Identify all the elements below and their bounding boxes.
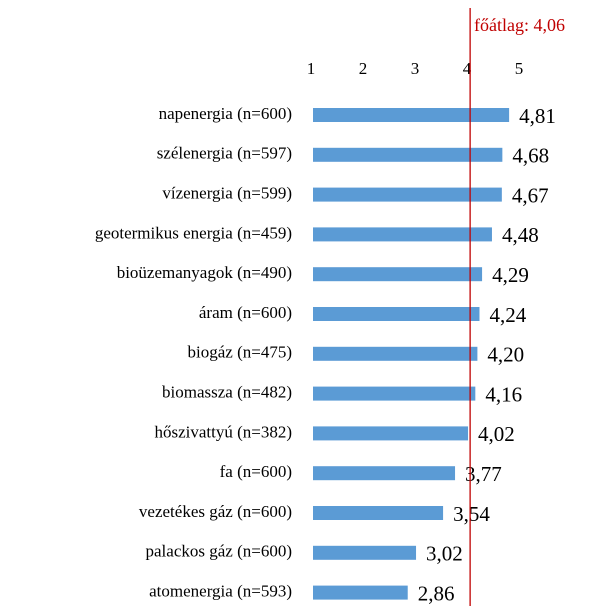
bar: [313, 346, 478, 361]
category-label: vízenergia (n=599): [162, 184, 292, 203]
x-tick-label: 1: [307, 59, 316, 78]
bar: [313, 187, 502, 202]
bar: [313, 147, 503, 162]
bar: [313, 506, 444, 520]
category-label: biomassza (n=482): [162, 383, 292, 402]
x-tick-label: 3: [411, 59, 420, 78]
category-label: fa (n=600): [220, 462, 292, 481]
x-tick-label: 4: [463, 59, 472, 78]
bar: [313, 227, 492, 242]
bar: [313, 585, 408, 600]
value-label: 4,67: [512, 183, 549, 207]
bar: [313, 426, 469, 441]
bar: [313, 545, 417, 560]
category-label: szélenergia (n=597): [157, 144, 292, 163]
x-tick-label: 2: [359, 59, 368, 78]
value-label: 4,48: [502, 223, 539, 247]
category-label: napenergia (n=600): [159, 104, 292, 123]
bar: [313, 466, 456, 481]
value-label: 2,86: [418, 581, 455, 605]
value-label: 4,16: [485, 382, 522, 406]
bar: [313, 307, 480, 321]
value-label: 4,02: [478, 422, 515, 446]
category-label: geotermikus energia (n=459): [95, 223, 292, 242]
value-label: 3,77: [465, 462, 502, 486]
bar: [313, 267, 483, 282]
category-label: atomenergia (n=593): [149, 582, 292, 601]
category-label: áram (n=600): [199, 303, 292, 322]
category-label: biogáz (n=475): [188, 343, 292, 362]
value-label: 4,81: [519, 104, 556, 128]
category-label: bioüzemanyagok (n=490): [117, 263, 292, 282]
x-tick-label: 5: [515, 59, 524, 78]
value-label: 4,68: [512, 144, 549, 168]
reference-label: főátlag: 4,06: [474, 15, 565, 35]
value-label: 3,02: [426, 542, 463, 566]
value-label: 4,20: [487, 343, 524, 367]
value-label: 4,29: [492, 263, 529, 287]
value-label: 3,54: [453, 502, 490, 526]
bar: [313, 108, 510, 122]
category-label: hőszivattyú (n=382): [154, 422, 292, 441]
category-label: vezetékes gáz (n=600): [139, 502, 292, 521]
value-label: 4,24: [489, 303, 526, 327]
bar: [313, 386, 476, 401]
category-label: palackos gáz (n=600): [146, 542, 292, 561]
